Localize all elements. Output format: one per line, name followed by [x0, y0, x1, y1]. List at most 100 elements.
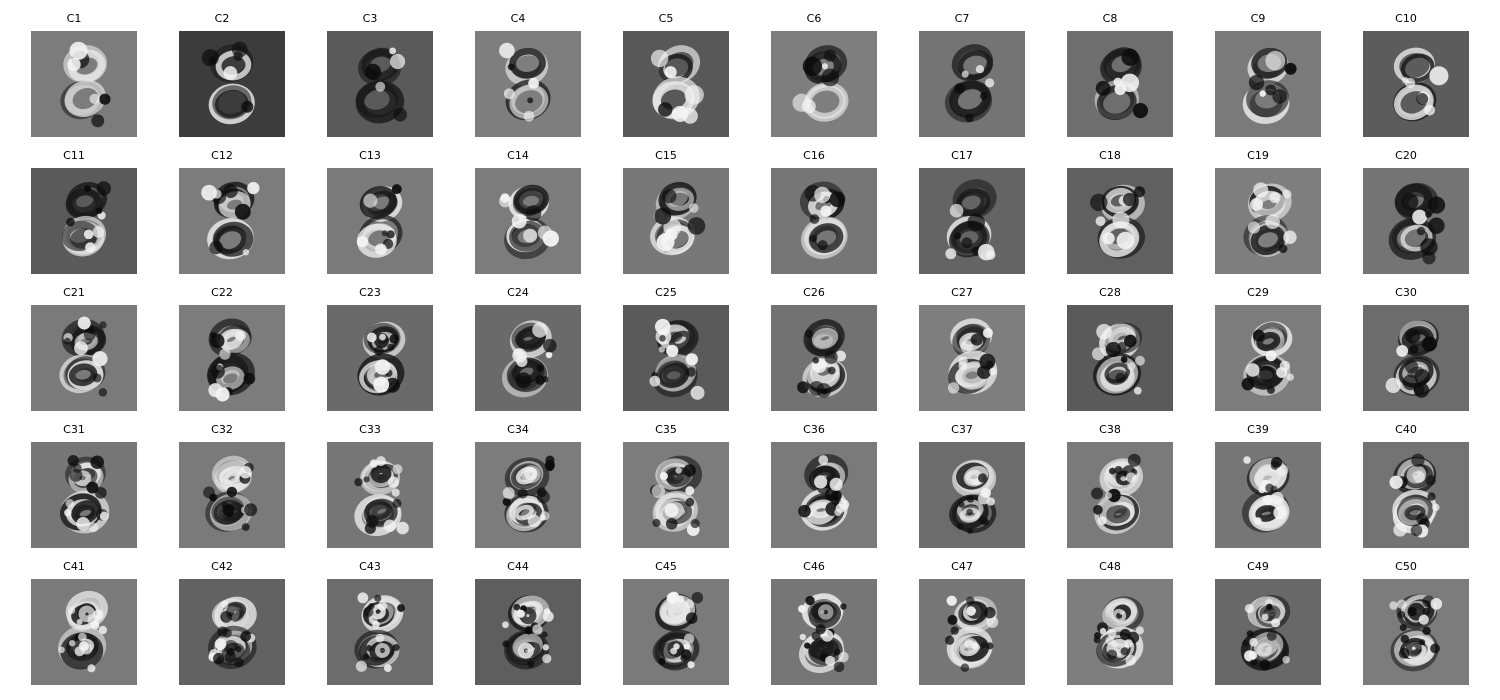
component-image [31, 579, 137, 685]
panel-title: C36 [803, 423, 825, 436]
component-image [623, 579, 729, 685]
panel-title: C9 [1250, 12, 1266, 25]
panel-title: C31 [63, 423, 85, 436]
component-panel: C35 [592, 411, 740, 548]
component-image [31, 168, 137, 274]
panel-title: C17 [951, 149, 973, 162]
panel-title: C43 [359, 560, 381, 573]
component-image [1067, 31, 1173, 137]
panel-title: C3 [362, 12, 378, 25]
component-image [475, 31, 581, 137]
panel-title: C8 [1102, 12, 1118, 25]
component-panel: C11 [0, 137, 148, 274]
component-image [623, 305, 729, 411]
component-panel: C14 [444, 137, 592, 274]
component-image [1215, 579, 1321, 685]
component-panel: C16 [740, 137, 888, 274]
component-image [1215, 305, 1321, 411]
panel-title: C11 [63, 149, 85, 162]
panel-title: C13 [359, 149, 381, 162]
panel-title: C7 [954, 12, 970, 25]
component-panel: C7 [888, 0, 1036, 137]
component-panel: C37 [888, 411, 1036, 548]
component-image [1215, 168, 1321, 274]
component-image [623, 442, 729, 548]
component-panel: C28 [1036, 274, 1184, 411]
component-panel: C24 [444, 274, 592, 411]
panel-title: C45 [655, 560, 677, 573]
panel-title: C27 [951, 286, 973, 299]
component-image [623, 168, 729, 274]
component-image [771, 579, 877, 685]
panel-title: C35 [655, 423, 677, 436]
panel-title: C49 [1247, 560, 1269, 573]
component-panel: C3 [296, 0, 444, 137]
component-panel: C15 [592, 137, 740, 274]
component-panel: C20 [1332, 137, 1480, 274]
component-image [31, 442, 137, 548]
component-panel: C43 [296, 548, 444, 685]
component-image [771, 305, 877, 411]
component-panel: C32 [148, 411, 296, 548]
panel-title: C23 [359, 286, 381, 299]
component-panel: C2 [148, 0, 296, 137]
component-panel: C4 [444, 0, 592, 137]
component-panel: C34 [444, 411, 592, 548]
component-panel: C46 [740, 548, 888, 685]
panel-title: C29 [1247, 286, 1269, 299]
component-image [771, 168, 877, 274]
component-image [179, 579, 285, 685]
component-image [327, 579, 433, 685]
component-image [179, 31, 285, 137]
component-panel: C10 [1332, 0, 1480, 137]
component-panel: C31 [0, 411, 148, 548]
component-panel: C42 [148, 548, 296, 685]
panel-title: C20 [1395, 149, 1417, 162]
component-image [919, 31, 1025, 137]
panel-title: C18 [1099, 149, 1121, 162]
component-panel: C13 [296, 137, 444, 274]
component-image [179, 168, 285, 274]
component-panel: C44 [444, 548, 592, 685]
component-panel: C17 [888, 137, 1036, 274]
panel-title: C22 [211, 286, 233, 299]
component-image [31, 305, 137, 411]
component-panel: C26 [740, 274, 888, 411]
component-image [327, 442, 433, 548]
panel-title: C19 [1247, 149, 1269, 162]
component-panel: C36 [740, 411, 888, 548]
component-panel: C40 [1332, 411, 1480, 548]
component-panel: C21 [0, 274, 148, 411]
panel-title: C46 [803, 560, 825, 573]
component-image [475, 168, 581, 274]
panel-title: C24 [507, 286, 529, 299]
panel-title: C30 [1395, 286, 1417, 299]
panel-title: C2 [214, 12, 230, 25]
component-panel: C6 [740, 0, 888, 137]
component-panel: C30 [1332, 274, 1480, 411]
panel-title: C1 [66, 12, 82, 25]
component-image [179, 305, 285, 411]
component-panel: C25 [592, 274, 740, 411]
component-image [327, 168, 433, 274]
component-panel: C12 [148, 137, 296, 274]
component-panel: C38 [1036, 411, 1184, 548]
panel-title: C4 [510, 12, 526, 25]
panel-title: C26 [803, 286, 825, 299]
component-image [1363, 31, 1469, 137]
component-panel: C33 [296, 411, 444, 548]
panel-title: C37 [951, 423, 973, 436]
panel-title: C6 [806, 12, 822, 25]
component-panel: C22 [148, 274, 296, 411]
panel-title: C50 [1395, 560, 1417, 573]
component-image [475, 442, 581, 548]
component-panel: C9 [1184, 0, 1332, 137]
panel-title: C39 [1247, 423, 1269, 436]
component-image [1067, 442, 1173, 548]
component-panel: C41 [0, 548, 148, 685]
component-image [31, 31, 137, 137]
component-image [919, 305, 1025, 411]
component-image [475, 579, 581, 685]
component-image [1067, 305, 1173, 411]
